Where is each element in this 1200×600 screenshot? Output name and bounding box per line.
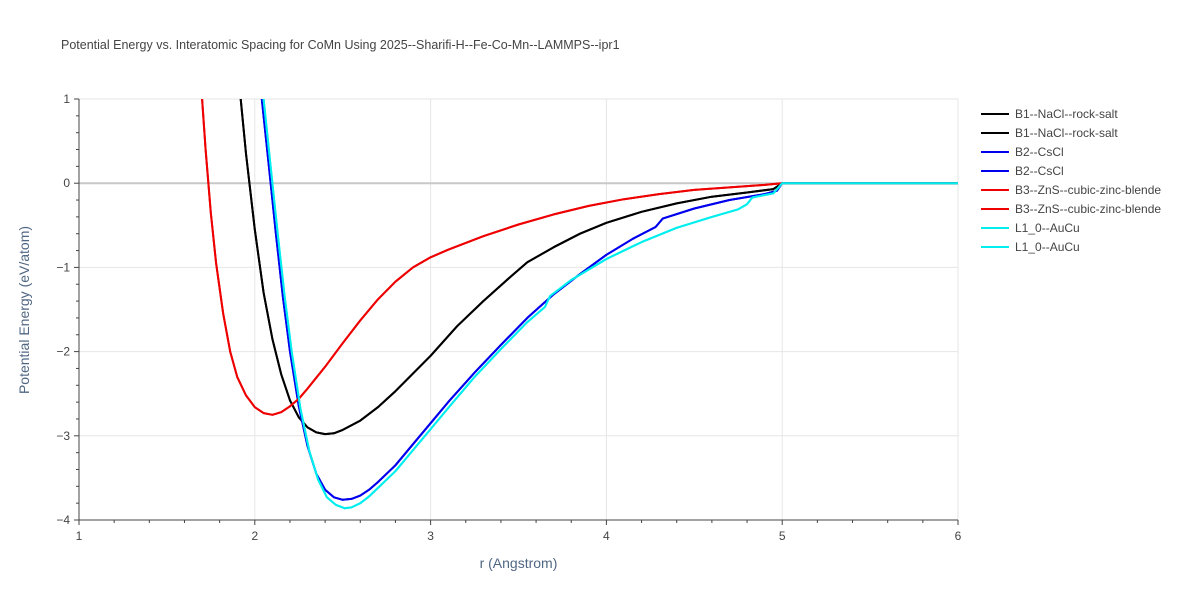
x-tick-label: 1 bbox=[76, 529, 83, 543]
x-tick-label: 6 bbox=[955, 529, 962, 543]
legend-label: B2--CsCl bbox=[1015, 145, 1064, 159]
series-line-5 bbox=[201, 99, 958, 416]
chart-title: Potential Energy vs. Interatomic Spacing… bbox=[61, 38, 620, 52]
x-tick-label: 5 bbox=[779, 529, 786, 543]
series-line-4 bbox=[201, 99, 958, 416]
y-tick-label: 0 bbox=[63, 176, 70, 190]
axis-layer bbox=[78, 99, 958, 521]
grid-layer bbox=[79, 98, 959, 520]
legend-label: B3--ZnS--cubic-zinc-blende bbox=[1015, 202, 1161, 216]
series-line-6 bbox=[262, 99, 958, 510]
legend-label: B2--CsCl bbox=[1015, 164, 1064, 178]
y-tick-label: 1 bbox=[63, 92, 70, 106]
y-axis-title: Potential Energy (eV/atom) bbox=[16, 226, 32, 394]
series-line-2 bbox=[260, 99, 958, 501]
legend-label: B1--NaCl--rock-salt bbox=[1015, 107, 1118, 121]
series-line-1 bbox=[239, 99, 958, 436]
y-tick-label: −2 bbox=[56, 345, 70, 359]
y-tick-label: −3 bbox=[56, 429, 70, 443]
y-tick-label: −4 bbox=[56, 513, 70, 527]
x-axis-title: r (Angstrom) bbox=[480, 555, 558, 571]
x-tick-label: 3 bbox=[427, 529, 434, 543]
x-tick-label: 4 bbox=[603, 529, 610, 543]
y-tick-label: −1 bbox=[56, 260, 70, 274]
legend-label: L1_0--AuCu bbox=[1015, 221, 1080, 235]
series-line-7 bbox=[262, 99, 958, 510]
series-line-3 bbox=[260, 99, 958, 501]
legend-label: B3--ZnS--cubic-zinc-blende bbox=[1015, 183, 1161, 197]
legend-label: L1_0--AuCu bbox=[1015, 240, 1080, 254]
series-line-0 bbox=[239, 99, 958, 436]
tick-layer: 1 2 3 4 5 6 1 0 −1 −2 −3 −4 bbox=[56, 92, 961, 543]
legend[interactable]: B1--NaCl--rock-salt B1--NaCl--rock-salt B2… bbox=[981, 107, 1161, 254]
series-layer bbox=[201, 99, 958, 510]
x-tick-label: 2 bbox=[251, 529, 258, 543]
legend-label: B1--NaCl--rock-salt bbox=[1015, 126, 1118, 140]
